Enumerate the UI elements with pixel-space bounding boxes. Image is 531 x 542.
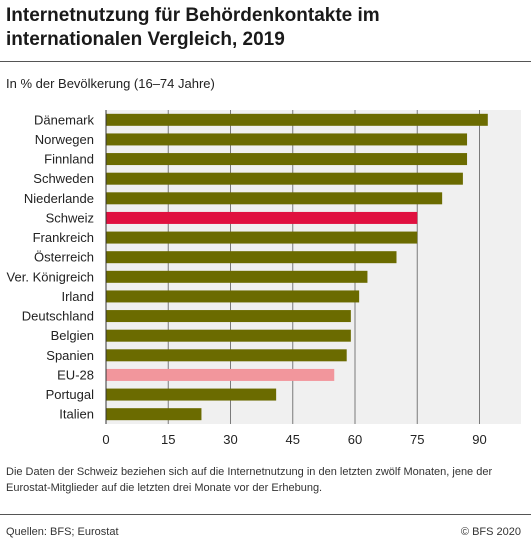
x-tick-label: 15: [161, 432, 175, 447]
bar-4: [106, 192, 443, 205]
bar-9: [106, 290, 360, 303]
category-label: Portugal: [46, 387, 95, 402]
category-label: Deutschland: [22, 309, 94, 324]
bar-chart: 0 15 30 45 60 75 90 Dänemark Norwegen Finnland Sch…: [7, 110, 521, 447]
copyright-text: © BFS 2020: [460, 526, 521, 538]
bar-10: [106, 310, 351, 323]
bar-7: [106, 251, 397, 264]
chart-title: Internetnutzung für Behördenkontakte im …: [6, 5, 380, 50]
category-label: Österreich: [34, 250, 94, 265]
bar-13: [106, 368, 335, 381]
bar-12: [106, 349, 347, 362]
category-label: Niederlande: [24, 191, 94, 206]
bar-6: [106, 231, 418, 244]
bar-11: [106, 329, 351, 342]
category-label: Belgien: [51, 328, 94, 343]
bar-5: [106, 211, 418, 224]
bar-3: [106, 172, 463, 185]
x-tick-label: 90: [472, 432, 486, 447]
category-label: Frankreich: [33, 230, 94, 245]
category-label: Norwegen: [35, 132, 94, 147]
category-label: Irland: [61, 289, 94, 304]
category-label: Italien: [59, 407, 94, 422]
chart-note: Die Daten der Schweiz beziehen sich auf …: [6, 466, 493, 494]
category-label: Finnland: [44, 152, 94, 167]
x-tick-label: 60: [348, 432, 362, 447]
x-tick-label: 45: [286, 432, 300, 447]
source-text: Quellen: BFS; Eurostat: [6, 526, 119, 538]
category-label: Ver. Königreich: [7, 269, 94, 284]
bar-1: [106, 133, 468, 146]
bar-14: [106, 388, 277, 401]
x-tick-label: 0: [102, 432, 109, 447]
category-label: Schweden: [33, 171, 94, 186]
footer-rule: [0, 514, 531, 515]
x-tick-label: 75: [410, 432, 424, 447]
bar-15: [106, 408, 202, 421]
category-label: Dänemark: [34, 112, 94, 127]
category-label: EU-28: [57, 367, 94, 382]
bar-8: [106, 270, 368, 283]
title-rule: [0, 61, 531, 62]
chart-subtitle: In % der Bevölkerung (16–74 Jahre): [6, 76, 215, 91]
category-label: Spanien: [46, 348, 94, 363]
bar-2: [106, 153, 468, 166]
x-tick-label: 30: [223, 432, 237, 447]
category-label: Schweiz: [46, 210, 94, 225]
bar-0: [106, 113, 488, 126]
